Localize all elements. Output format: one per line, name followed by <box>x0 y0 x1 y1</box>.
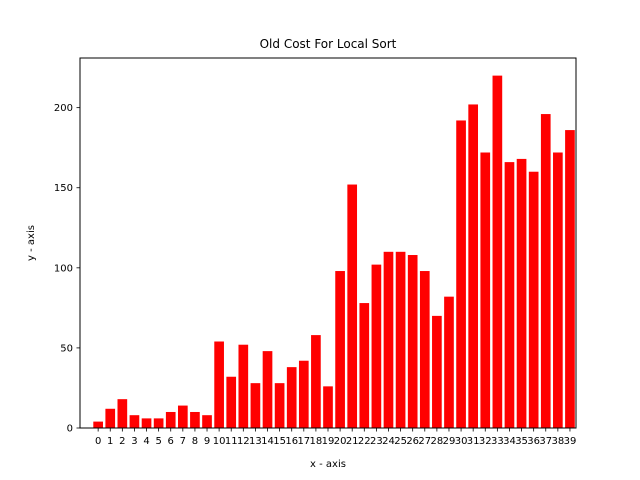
chart-title: Old Cost For Local Sort <box>260 37 397 51</box>
bar-34 <box>504 162 515 428</box>
x-tick-label: 4 <box>143 436 149 447</box>
bar-25 <box>395 251 406 428</box>
x-tick-label: 2 <box>119 436 125 447</box>
x-tick-label: 29 <box>443 436 456 447</box>
bar-8 <box>190 411 200 428</box>
x-tick-label: 12 <box>237 436 250 447</box>
bar-9 <box>202 415 212 428</box>
x-tick-label: 7 <box>180 436 186 447</box>
bar-29 <box>444 296 454 428</box>
y-tick-label: 200 <box>54 103 73 114</box>
bar-27 <box>419 271 430 428</box>
bar-0 <box>93 421 103 428</box>
x-tick-label: 27 <box>418 436 431 447</box>
x-tick-label: 10 <box>213 436 226 447</box>
bar-37 <box>540 114 551 428</box>
bar-14 <box>262 351 273 428</box>
bar-18 <box>311 335 321 428</box>
x-tick-label: 24 <box>382 436 395 447</box>
x-tick-label: 34 <box>503 436 516 447</box>
x-axis-label: x - axis <box>310 459 346 470</box>
bar-15 <box>274 383 285 428</box>
x-tick-label: 1 <box>107 436 113 447</box>
y-tick-label: 0 <box>67 424 73 435</box>
x-tick-label: 33 <box>491 436 504 447</box>
x-tick-label: 5 <box>155 436 161 447</box>
bar-19 <box>323 386 333 428</box>
bar-20 <box>335 271 345 428</box>
x-tick-label: 0 <box>95 436 101 447</box>
x-tick-label: 18 <box>310 436 323 447</box>
y-tick-label: 150 <box>54 183 73 194</box>
x-tick-label: 38 <box>551 436 564 447</box>
x-tick-label: 14 <box>261 436 274 447</box>
bar-30 <box>456 120 466 428</box>
x-tick-label: 39 <box>564 436 577 447</box>
bars-group <box>93 75 575 428</box>
x-tick-label: 16 <box>285 436 298 447</box>
x-tick-label: 26 <box>406 436 419 447</box>
x-tick-label: 28 <box>431 436 444 447</box>
bar-39 <box>565 130 575 428</box>
x-tick-label: 13 <box>249 436 262 447</box>
x-tick-label: 15 <box>273 436 286 447</box>
x-tick-label: 17 <box>297 436 310 447</box>
x-tick-label: 9 <box>204 436 210 447</box>
bar-6 <box>165 411 176 428</box>
x-ticks-group: 0 1 2 3 4 5 6 7 8 9 10 11 12 13 14 15 16 17 18 19 20 21 22 23 24… <box>95 428 576 447</box>
x-tick-label: 30 <box>455 436 468 447</box>
x-tick-label: 21 <box>346 436 359 447</box>
x-tick-label: 36 <box>527 436 540 447</box>
bar-11 <box>226 376 237 428</box>
y-ticks-group: 0 50 100 150 200 <box>54 103 80 435</box>
x-tick-label: 37 <box>539 436 552 447</box>
bar-16 <box>286 367 297 428</box>
bar-7 <box>177 405 188 428</box>
x-tick-label: 6 <box>168 436 174 447</box>
bar-33 <box>492 75 503 428</box>
x-tick-label: 11 <box>225 436 238 447</box>
y-axis-label: y - axis <box>26 225 37 261</box>
x-tick-label: 32 <box>479 436 492 447</box>
bar-24 <box>383 251 394 428</box>
bar-12 <box>238 344 249 428</box>
x-tick-label: 35 <box>515 436 528 447</box>
bar-38 <box>553 152 563 428</box>
bar-26 <box>407 255 418 428</box>
bar-35 <box>516 158 527 428</box>
bar-17 <box>298 360 309 428</box>
x-tick-label: 19 <box>322 436 335 447</box>
bar-21 <box>347 184 358 428</box>
bar-13 <box>250 383 261 428</box>
y-tick-label: 100 <box>54 263 73 274</box>
bar-31 <box>468 104 479 428</box>
x-tick-label: 23 <box>370 436 383 447</box>
x-tick-label: 22 <box>358 436 371 447</box>
x-tick-label: 25 <box>394 436 407 447</box>
bar-10 <box>214 341 224 428</box>
x-tick-label: 3 <box>131 436 137 447</box>
y-tick-label: 50 <box>60 343 73 354</box>
bar-3 <box>129 415 140 428</box>
bar-4 <box>141 418 152 428</box>
bar-5 <box>153 418 164 428</box>
bar-36 <box>528 171 539 428</box>
bar-28 <box>432 315 442 428</box>
x-tick-label: 31 <box>467 436 480 447</box>
bar-23 <box>371 264 382 428</box>
x-tick-label: 20 <box>334 436 347 447</box>
bar-2 <box>117 399 128 428</box>
bar-22 <box>359 303 370 428</box>
bar-32 <box>480 152 491 428</box>
plot-frame <box>79 57 577 429</box>
bar-1 <box>105 408 116 428</box>
x-tick-label: 8 <box>192 436 198 447</box>
